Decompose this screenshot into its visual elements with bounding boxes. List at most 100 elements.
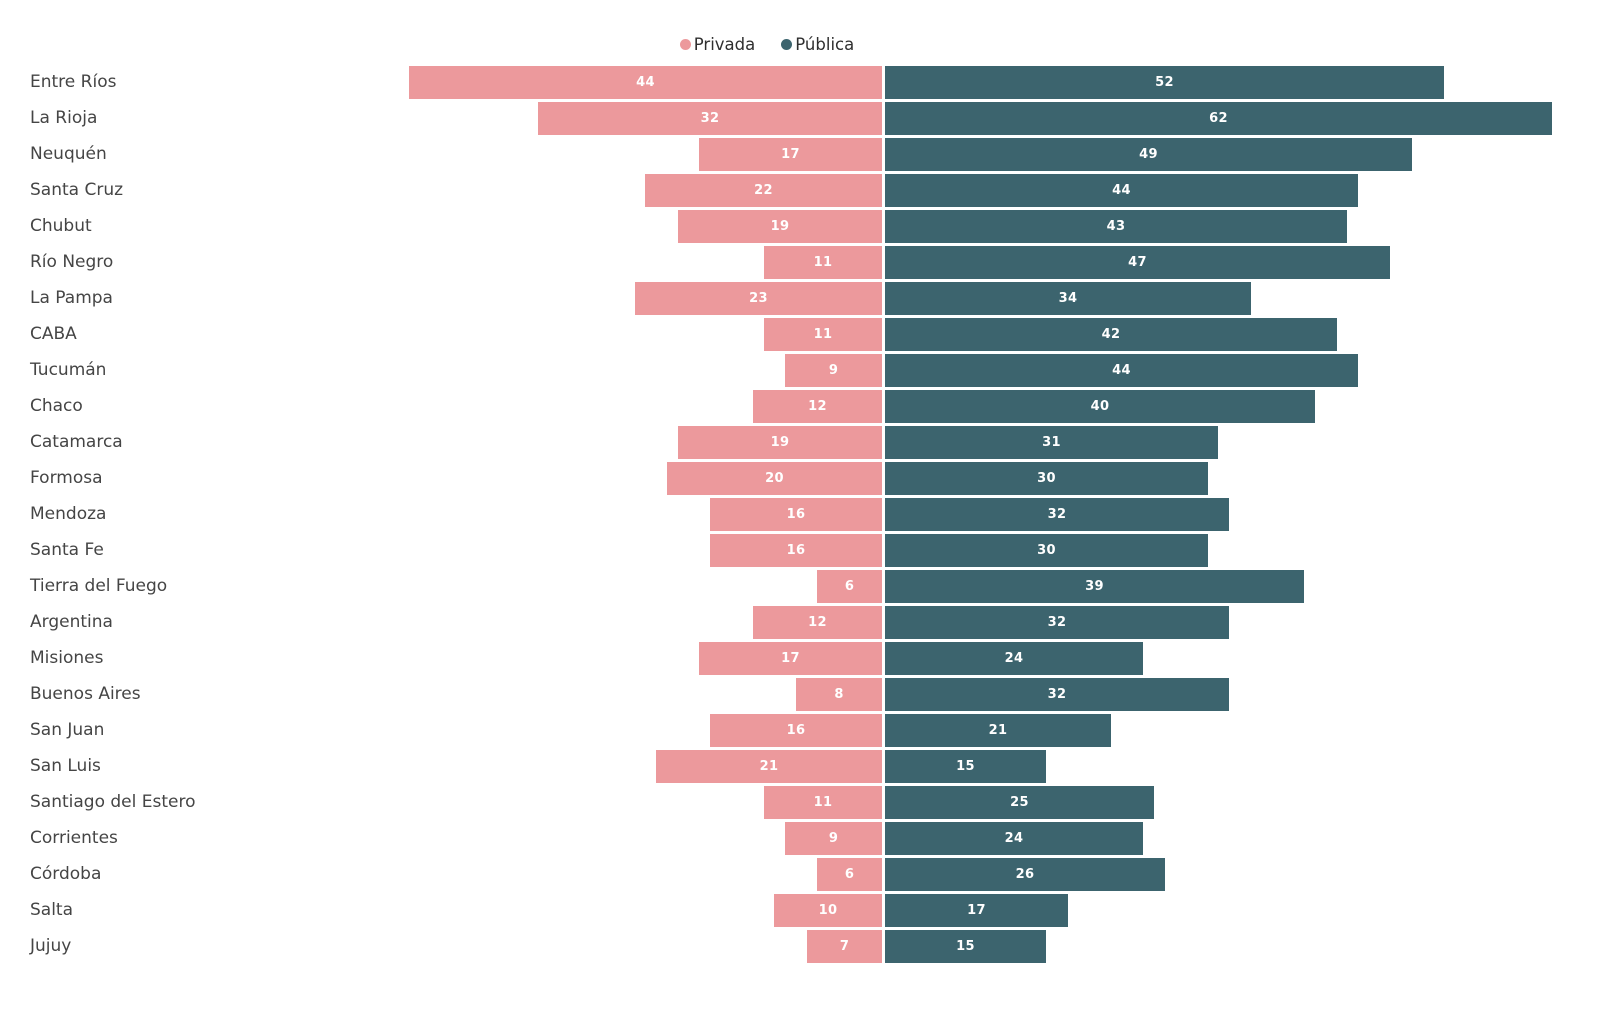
privada-bar: 7 bbox=[807, 930, 882, 963]
publica-bar: 17 bbox=[885, 894, 1068, 927]
privada-bar-value: 17 bbox=[781, 651, 800, 666]
legend-item-privada[interactable]: Privada bbox=[679, 35, 756, 54]
publica-bar-value: 32 bbox=[1047, 615, 1067, 630]
category-label: La Pampa bbox=[30, 288, 113, 308]
publica-bar-value: 15 bbox=[956, 939, 975, 954]
privada-bar-value: 16 bbox=[786, 507, 806, 522]
publica-bar-value: 15 bbox=[956, 759, 975, 774]
privada-bar-value: 12 bbox=[808, 399, 827, 414]
publica-bar-value: 30 bbox=[1037, 543, 1056, 558]
privada-bar-value: 11 bbox=[813, 255, 833, 270]
publica-bar-value: 62 bbox=[1209, 111, 1228, 126]
publica-bar-value: 32 bbox=[1047, 507, 1067, 522]
category-label: San Luis bbox=[30, 756, 101, 776]
legend-label-privada: Privada bbox=[693, 35, 756, 54]
publica-bar: 24 bbox=[885, 642, 1143, 675]
publica-bar-value: 39 bbox=[1085, 579, 1104, 594]
publica-bar: 40 bbox=[885, 390, 1315, 423]
publica-bar: 32 bbox=[885, 606, 1229, 639]
privada-bar-value: 20 bbox=[765, 471, 784, 486]
privada-bar-value: 11 bbox=[813, 795, 833, 810]
privada-bar-value: 16 bbox=[786, 723, 806, 738]
publica-bar-value: 49 bbox=[1139, 147, 1158, 162]
privada-bar-value: 22 bbox=[754, 183, 773, 198]
legend-label-publica: Pública bbox=[795, 35, 855, 54]
privada-bar: 8 bbox=[796, 678, 882, 711]
publica-bar: 26 bbox=[885, 858, 1165, 891]
privada-bar: 20 bbox=[667, 462, 882, 495]
category-label: Catamarca bbox=[30, 432, 123, 452]
privada-bar: 16 bbox=[710, 498, 882, 531]
publica-bar: 44 bbox=[885, 174, 1358, 207]
privada-bar-value: 9 bbox=[828, 831, 839, 846]
privada-bar: 44 bbox=[409, 66, 882, 99]
category-label: Salta bbox=[30, 900, 74, 920]
publica-bar: 47 bbox=[885, 246, 1390, 279]
category-label: Misiones bbox=[30, 648, 104, 668]
category-label: Tierra del Fuego bbox=[30, 576, 168, 596]
privada-bar: 6 bbox=[817, 858, 882, 891]
privada-bar: 12 bbox=[753, 390, 882, 423]
publica-bar: 49 bbox=[885, 138, 1412, 171]
publica-bar: 32 bbox=[885, 678, 1229, 711]
privada-bar: 10 bbox=[774, 894, 882, 927]
category-label: Buenos Aires bbox=[30, 684, 141, 704]
privada-legend-dot-icon bbox=[679, 39, 691, 50]
publica-bar: 42 bbox=[885, 318, 1337, 351]
publica-bar: 44 bbox=[885, 354, 1358, 387]
publica-bar: 30 bbox=[885, 534, 1208, 567]
privada-bar: 11 bbox=[764, 786, 882, 819]
privada-bar-value: 11 bbox=[813, 327, 833, 342]
privada-bar-value: 6 bbox=[844, 867, 855, 882]
privada-bar: 32 bbox=[538, 102, 882, 135]
privada-bar-value: 44 bbox=[636, 75, 655, 90]
category-label: Mendoza bbox=[30, 504, 107, 524]
publica-bar-value: 43 bbox=[1106, 219, 1126, 234]
publica-bar: 39 bbox=[885, 570, 1304, 603]
category-label: Tucumán bbox=[30, 360, 107, 380]
publica-bar-value: 40 bbox=[1090, 399, 1110, 414]
category-label: Argentina bbox=[30, 612, 113, 632]
publica-bar: 31 bbox=[885, 426, 1218, 459]
category-label: Córdoba bbox=[30, 864, 102, 884]
privada-bar: 12 bbox=[753, 606, 882, 639]
privada-bar: 9 bbox=[785, 822, 882, 855]
category-label: San Juan bbox=[30, 720, 105, 740]
publica-bar: 32 bbox=[885, 498, 1229, 531]
privada-bar: 16 bbox=[710, 534, 882, 567]
category-label: La Rioja bbox=[30, 108, 98, 128]
publica-bar-value: 31 bbox=[1042, 435, 1061, 450]
publica-bar: 24 bbox=[885, 822, 1143, 855]
privada-bar: 11 bbox=[764, 318, 882, 351]
privada-bar-value: 12 bbox=[808, 615, 827, 630]
publica-bar-value: 25 bbox=[1010, 795, 1029, 810]
privada-bar-value: 19 bbox=[770, 435, 790, 450]
privada-bar: 19 bbox=[678, 426, 882, 459]
publica-bar-value: 44 bbox=[1112, 363, 1131, 378]
publica-bar: 15 bbox=[885, 750, 1046, 783]
category-label: Neuquén bbox=[30, 144, 107, 164]
privada-bar: 17 bbox=[699, 642, 882, 675]
publica-bar-value: 32 bbox=[1047, 687, 1067, 702]
category-label: Formosa bbox=[30, 468, 103, 488]
publica-bar: 30 bbox=[885, 462, 1208, 495]
publica-bar: 43 bbox=[885, 210, 1347, 243]
privada-bar: 19 bbox=[678, 210, 882, 243]
privada-bar-value: 16 bbox=[786, 543, 806, 558]
privada-bar: 21 bbox=[656, 750, 882, 783]
category-label: Santiago del Estero bbox=[30, 792, 196, 812]
publica-bar-value: 17 bbox=[967, 903, 986, 918]
legend-item-publica[interactable]: Pública bbox=[781, 35, 854, 54]
publica-bar: 34 bbox=[885, 282, 1251, 315]
category-label: Corrientes bbox=[30, 828, 118, 848]
publica-bar-value: 26 bbox=[1015, 867, 1035, 882]
privada-bar: 23 bbox=[635, 282, 882, 315]
category-label: Río Negro bbox=[30, 252, 114, 272]
publica-bar-value: 52 bbox=[1155, 75, 1174, 90]
privada-bar: 9 bbox=[785, 354, 882, 387]
privada-bar: 6 bbox=[817, 570, 882, 603]
publica-bar: 21 bbox=[885, 714, 1111, 747]
category-label: Chaco bbox=[30, 396, 83, 416]
privada-bar-value: 6 bbox=[844, 579, 855, 594]
